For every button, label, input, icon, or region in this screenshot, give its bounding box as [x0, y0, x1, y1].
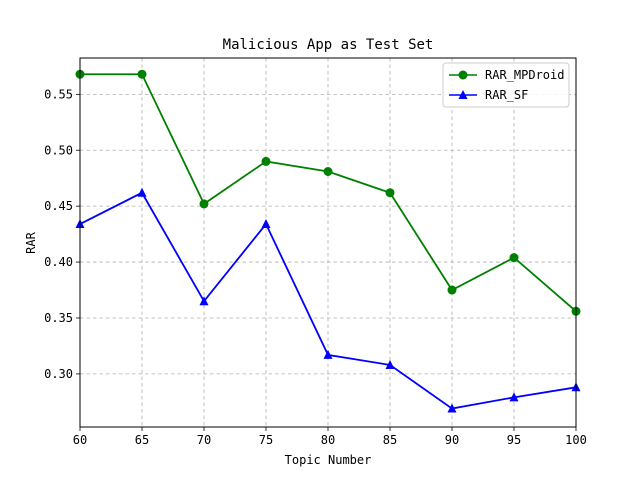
y-tick-label: 0.40	[44, 255, 73, 269]
data-point	[447, 403, 457, 413]
y-tick-label: 0.55	[44, 87, 73, 101]
y-tick-label: 0.50	[44, 143, 73, 157]
chart-title: Malicious App as Test Set	[223, 37, 434, 53]
data-point	[199, 199, 209, 209]
legend-label-mpdroid: RAR_MPDroid	[485, 68, 564, 82]
data-point	[137, 187, 147, 197]
x-tick-label: 90	[445, 433, 459, 447]
data-point	[385, 359, 395, 369]
legend-box	[442, 62, 570, 108]
data-point	[137, 69, 147, 79]
legend-marker-mpdroid	[458, 70, 468, 80]
series-rar-mpdroid	[75, 69, 581, 316]
legend: RAR_MPDroid RAR_SF	[442, 62, 570, 108]
data-point	[509, 392, 519, 402]
x-axis-label: Topic Number	[285, 453, 372, 467]
x-tick-label: 65	[135, 433, 149, 447]
y-tick-label: 0.30	[44, 367, 73, 381]
legend-marker-sf	[458, 90, 468, 99]
x-tick-label: 85	[383, 433, 397, 447]
series-group	[75, 69, 581, 413]
data-point	[447, 285, 457, 295]
x-tick-label: 75	[259, 433, 273, 447]
x-tick-label: 95	[507, 433, 521, 447]
x-tick-label: 100	[565, 433, 587, 447]
legend-label-sf: RAR_SF	[485, 88, 528, 102]
y-tick-label: 0.45	[44, 199, 73, 213]
data-point	[323, 349, 333, 359]
x-tick-label: 60	[73, 433, 87, 447]
y-tick-label: 0.35	[44, 311, 73, 325]
data-point	[199, 296, 209, 306]
y-axis-label: RAR	[24, 231, 38, 253]
data-point	[261, 219, 271, 229]
data-point	[385, 188, 395, 198]
x-tick-label: 70	[197, 433, 211, 447]
data-point	[261, 156, 271, 166]
x-tick-label: 80	[321, 433, 335, 447]
data-point	[323, 166, 333, 176]
y-axis-ticks: 0.30 0.35 0.40 0.45 0.50 0.55	[44, 87, 80, 381]
data-point	[509, 253, 519, 263]
x-axis-ticks: 60 65 70 75 80 85 90 95 100	[73, 427, 587, 447]
